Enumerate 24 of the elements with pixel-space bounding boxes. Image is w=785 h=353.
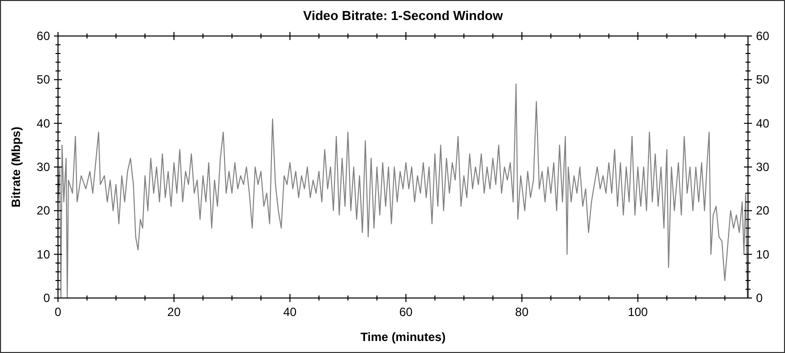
y2-tick-label: 20 <box>756 204 770 218</box>
y-tick-label: 10 <box>36 247 50 262</box>
x-tick-label: 80 <box>515 305 529 319</box>
y2-tick-label: 40 <box>756 116 770 130</box>
y-tick-label: 30 <box>36 160 50 174</box>
y2-tick-label: 30 <box>756 160 770 174</box>
y-axis-title: Bitrate (Mbps) <box>9 126 23 208</box>
x-tick-label: 40 <box>283 305 297 319</box>
x-tick-label: 60 <box>399 305 413 319</box>
y-tick-label: 50 <box>36 72 50 87</box>
chart-title: Video Bitrate: 1-Second Window <box>303 8 504 23</box>
y2-tick-label: 10 <box>756 247 770 262</box>
y2-tick-label: 50 <box>756 72 770 87</box>
y-tick-label: 0 <box>43 291 50 305</box>
y-tick-label: 60 <box>36 29 50 43</box>
x-axis-title: Time (minutes) <box>360 330 446 344</box>
y2-tick-label: 60 <box>756 29 770 43</box>
x-tick-label: 0 <box>54 305 62 319</box>
y-tick-label: 20 <box>36 204 50 218</box>
y-tick-label: 40 <box>36 116 50 130</box>
x-tick-label: 100 <box>628 305 648 319</box>
line-series <box>58 84 748 298</box>
y2-tick-label: 0 <box>756 291 763 305</box>
x-tick-label: 20 <box>167 305 181 319</box>
